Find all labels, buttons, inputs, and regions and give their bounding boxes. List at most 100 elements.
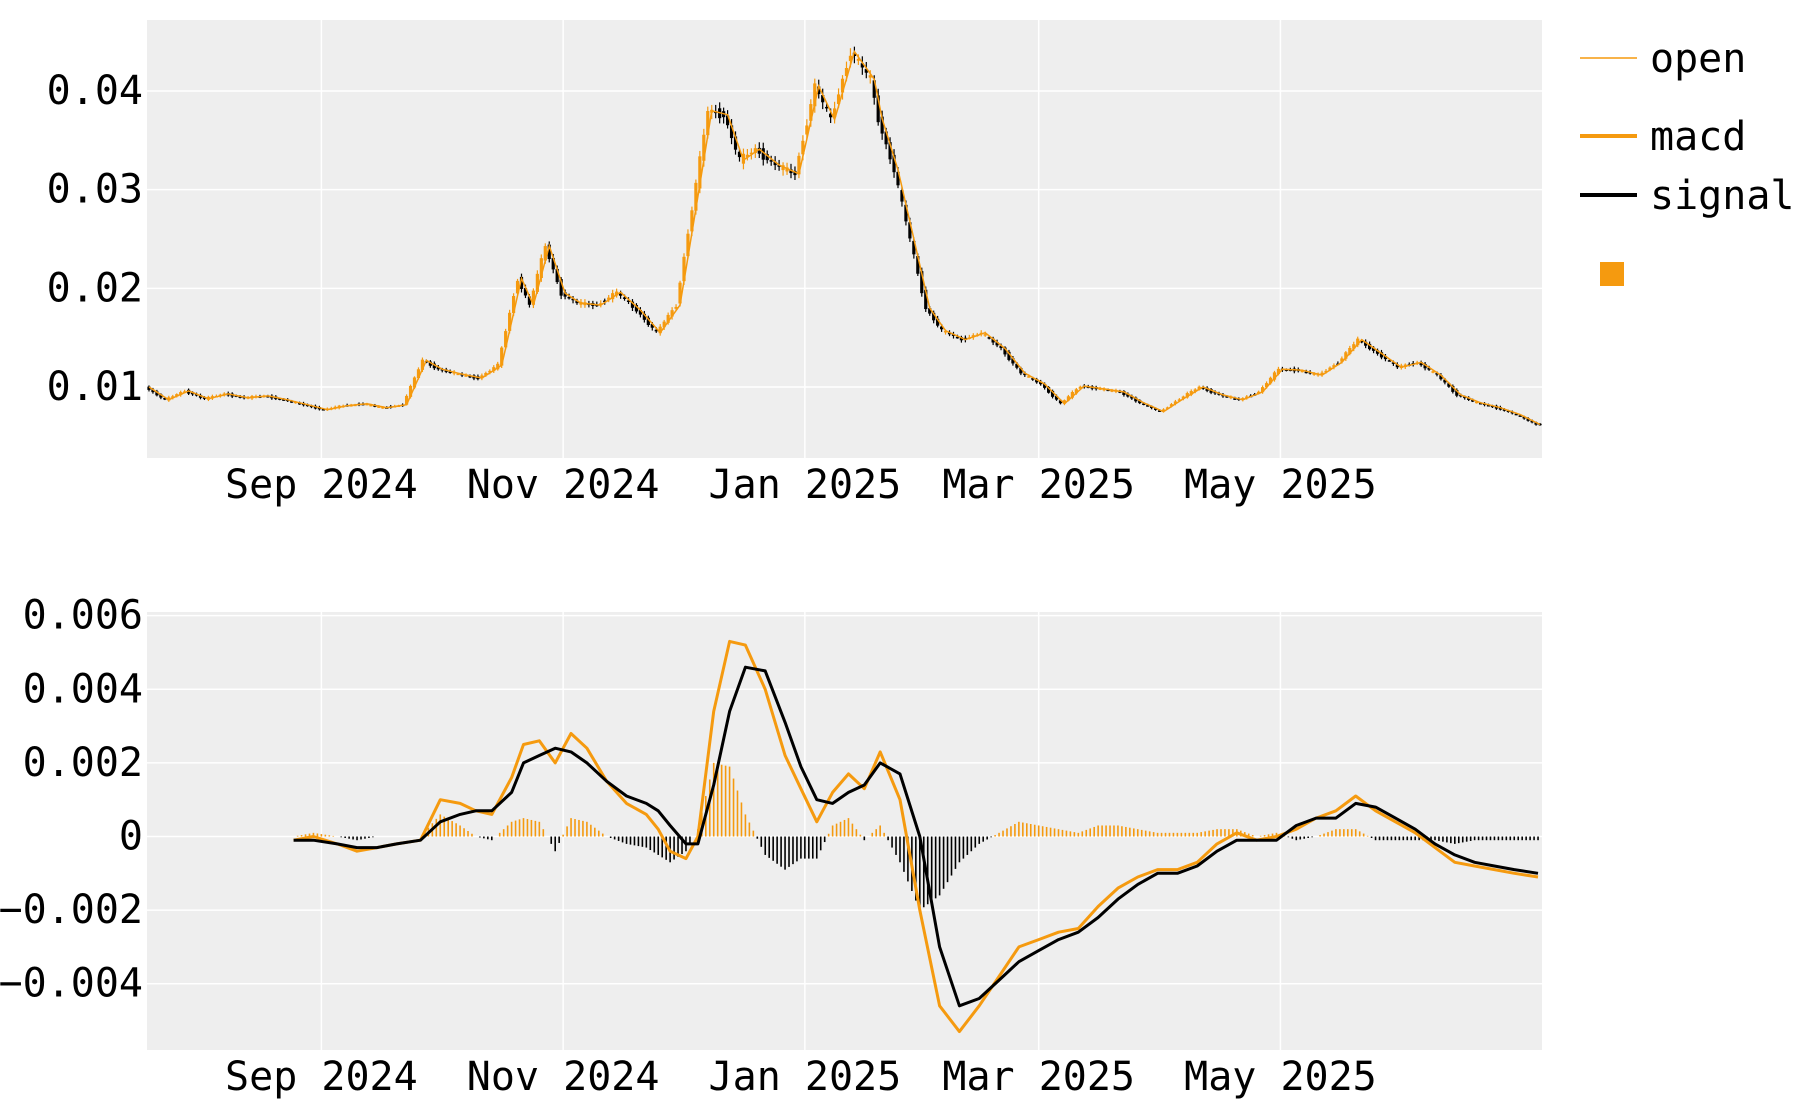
candle-body (1181, 396, 1185, 399)
candle-body (848, 55, 853, 61)
candle-body (761, 148, 765, 160)
candle-body (1348, 348, 1352, 354)
candle-body (1427, 367, 1431, 370)
candle-body (488, 370, 492, 373)
candle-body (1320, 372, 1324, 376)
candle-body (527, 296, 532, 305)
candle-body (1157, 410, 1162, 412)
candle-body (1486, 404, 1491, 407)
candle-body (611, 293, 615, 300)
candle-body (511, 296, 516, 313)
candle-body (908, 222, 912, 239)
candle-body (1475, 401, 1479, 404)
candle-body (484, 372, 488, 376)
candle-body (880, 116, 884, 134)
candle-body (904, 204, 908, 222)
candle-body (321, 409, 325, 411)
candle-body (1447, 383, 1451, 387)
candle-body (690, 210, 694, 232)
candle-body (821, 95, 825, 103)
candle-body (1154, 408, 1158, 410)
candle-body (1110, 390, 1114, 392)
legend-signal-label: signal (1650, 173, 1795, 219)
candle-body (464, 375, 468, 377)
candle-body (670, 310, 674, 317)
candle-body (1324, 370, 1328, 373)
candle-body (983, 334, 987, 336)
candle-body (290, 401, 294, 403)
legend-macd-label: macd (1650, 114, 1746, 160)
candle-body (1332, 365, 1336, 368)
candle-body (1478, 402, 1483, 405)
candle-body (698, 156, 702, 189)
candle-body (1189, 391, 1193, 395)
candle-body (932, 312, 936, 321)
candle-body (1070, 392, 1074, 398)
candle-body (519, 276, 524, 289)
candle-body (1134, 397, 1138, 402)
candle-body (1058, 400, 1063, 404)
candle-body (1261, 387, 1265, 393)
candle-body (523, 288, 528, 296)
candle-body (1264, 383, 1269, 388)
candle-body (852, 52, 857, 57)
candle-body (1122, 391, 1126, 395)
candle-body (836, 94, 841, 105)
candle-body (515, 280, 520, 294)
candle-body (813, 83, 817, 107)
candle-body (662, 321, 666, 328)
candle-body (238, 396, 242, 398)
indicator-y-tick-label: 0.002 (23, 740, 143, 786)
candle-body (1062, 400, 1067, 404)
candle-body (646, 317, 650, 326)
candle-body (1538, 423, 1542, 426)
candle-body (369, 404, 373, 407)
candle-body (753, 148, 757, 154)
candle-body (959, 337, 964, 341)
candle-body (1312, 373, 1316, 375)
candle-body (642, 313, 646, 320)
candle-body (1502, 409, 1506, 411)
candle-body (924, 289, 928, 310)
candle-body (650, 324, 654, 328)
candle-body (282, 399, 286, 401)
candle-body (1522, 416, 1526, 419)
indicator-x-tick-label: May 2025 (1184, 1054, 1377, 1100)
candle-body (575, 300, 579, 304)
candle-body (1146, 405, 1150, 407)
candle-body (1126, 393, 1130, 397)
candle-body (943, 331, 948, 333)
candle-body (1391, 362, 1395, 364)
price-panel-background (147, 20, 1542, 458)
candle-body (789, 169, 793, 174)
candle-body (1169, 404, 1174, 407)
price-x-tick-label: Nov 2024 (467, 462, 660, 508)
legend-histogram-swatch (1600, 262, 1624, 286)
candle-body (567, 296, 571, 299)
candle-body (531, 290, 535, 305)
price-x-tick-label: May 2025 (1184, 462, 1377, 508)
candle-body (1375, 350, 1380, 354)
price-panel-grid (147, 20, 1542, 458)
candle-body (1364, 341, 1368, 346)
candle-body (995, 342, 999, 346)
candle-body (626, 300, 631, 302)
candle-body (769, 160, 773, 162)
candle-body (1463, 396, 1467, 399)
candle-body (1023, 373, 1027, 376)
candle-body (163, 398, 167, 400)
candle-body (171, 396, 175, 399)
candle-body (884, 131, 888, 145)
candle-body (809, 104, 813, 121)
candle-body (607, 297, 611, 300)
candle-body (551, 257, 555, 270)
candle-body (202, 397, 207, 399)
candle-body (1340, 358, 1344, 362)
candle-body (658, 326, 662, 334)
candle-body (825, 106, 829, 109)
candle-body (1268, 377, 1273, 384)
candle-body (159, 394, 163, 398)
candle-body (1387, 360, 1392, 362)
candle-body (428, 361, 432, 366)
candle-body (666, 314, 670, 323)
